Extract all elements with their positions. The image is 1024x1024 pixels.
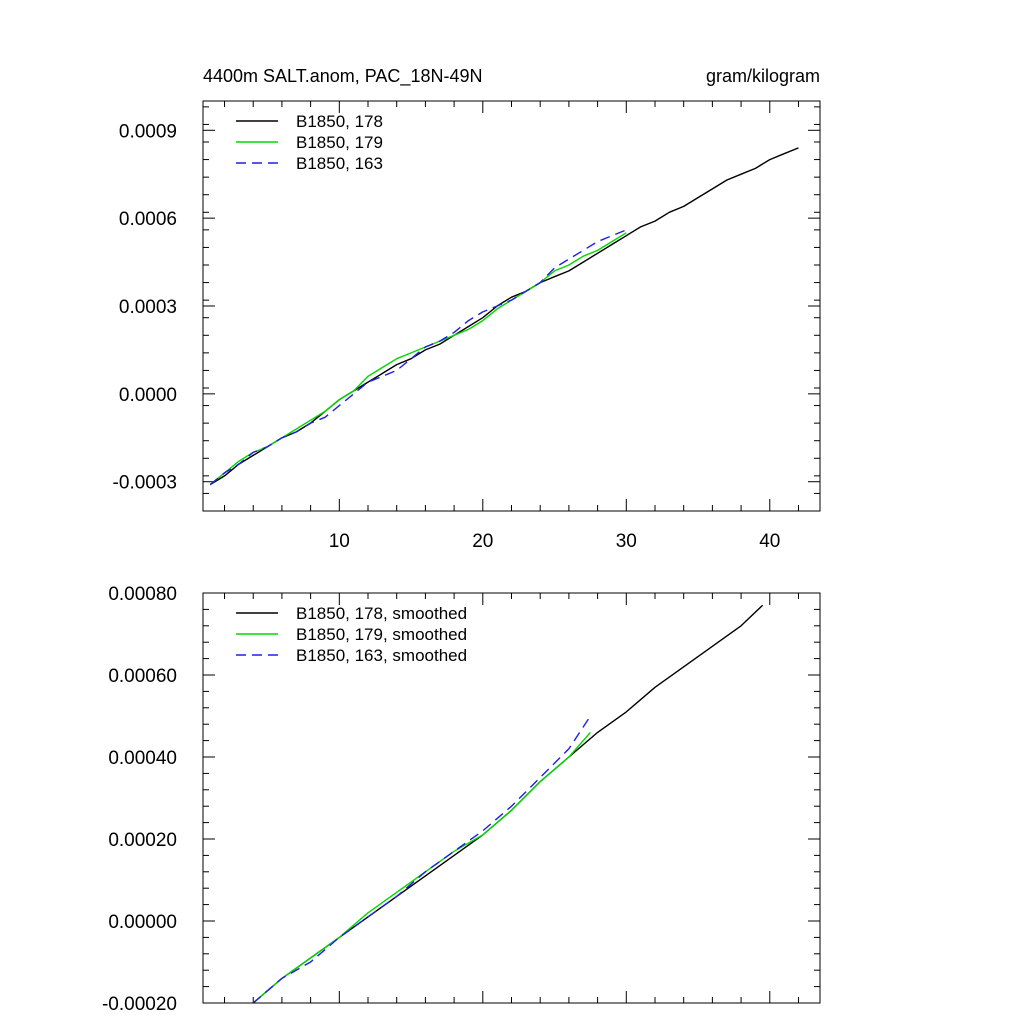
- bottom-panel: -0.00020 0.00000 0.00020 0.00040 0.00060 0.00…: [102, 584, 821, 1015]
- bottom-panel-series-lines: [252, 604, 764, 1004]
- top-panel-y-tick-label: 0.0003: [119, 297, 177, 318]
- top-panel-legend-label: B1850, 163: [296, 154, 383, 173]
- bottom-panel-ticks: -0.00020 0.00000 0.00020 0.00040 0.00060 0.00…: [102, 584, 820, 1015]
- bottom-panel-y-tick-label: 0.00060: [108, 666, 177, 687]
- bottom-panel-legend-label: B1850, 178, smoothed: [296, 604, 467, 623]
- top-panel-ticks: 10 20 30 40 -0.0003 0.0000 0.0003 0.0006 0.0009: [113, 101, 820, 552]
- top-panel-x-tick-label: 20: [472, 531, 493, 552]
- top-panel-y-tick-label: 0.0006: [119, 209, 177, 230]
- top-panel-series-line-3: [209, 229, 627, 486]
- top-panel-legend-label: B1850, 179: [296, 133, 383, 152]
- bottom-panel-y-tick-label: 0.00080: [108, 584, 177, 605]
- bottom-panel-plot-frame: [202, 592, 821, 1004]
- bottom-panel-legend-label: B1850, 163, smoothed: [296, 646, 467, 665]
- bottom-panel-y-tick-label: 0.00000: [108, 912, 177, 933]
- top-panel-series-line-1: [209, 147, 799, 486]
- top-panel-series-lines: [209, 147, 799, 486]
- top-panel-y-tick-label: 0.0000: [119, 385, 177, 406]
- top-panel-series-line-2: [209, 232, 627, 486]
- bottom-panel-legend-label: B1850, 179, smoothed: [296, 625, 467, 644]
- top-panel-y-tick-label: 0.0009: [119, 121, 177, 142]
- top-panel-title-left: 4400m SALT.anom, PAC_18N-49N: [203, 66, 482, 87]
- top-panel-legend-label: B1850, 178: [296, 112, 383, 131]
- bottom-panel-y-tick-label: 0.00020: [108, 830, 177, 851]
- top-panel-y-tick-label: -0.0003: [113, 473, 177, 494]
- top-panel: 4400m SALT.anom, PAC_18N-49N gram/kilogr…: [113, 66, 821, 552]
- top-panel-x-tick-label: 10: [329, 531, 350, 552]
- bottom-panel-y-tick-label: -0.00020: [102, 994, 177, 1015]
- top-panel-plot-frame: [202, 100, 821, 512]
- top-panel-x-tick-label: 40: [759, 531, 780, 552]
- top-panel-title-right: gram/kilogram: [706, 66, 820, 86]
- top-panel-x-tick-label: 30: [616, 531, 637, 552]
- bottom-panel-series-line-3: [252, 715, 591, 1004]
- bottom-panel-series-line-2: [252, 731, 591, 1004]
- top-panel-legend: B1850, 178 B1850, 179 B1850, 163: [236, 112, 383, 173]
- bottom-panel-legend: B1850, 178, smoothed B1850, 179, smoothed…: [236, 604, 467, 665]
- bottom-panel-y-tick-label: 0.00040: [108, 748, 177, 769]
